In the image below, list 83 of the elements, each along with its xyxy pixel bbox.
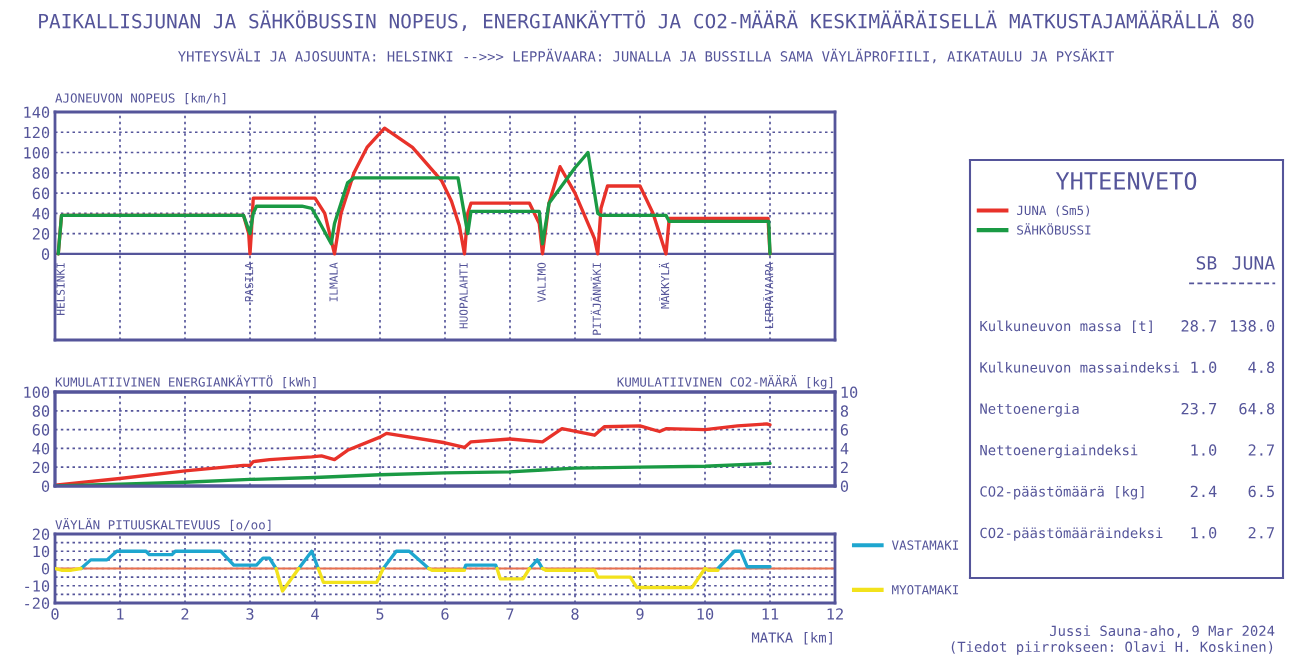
y-tick-label: 120	[24, 126, 50, 139]
annotation: PITÄJÄNMÄKI	[590, 263, 601, 335]
y-tick-label: -10	[25, 580, 50, 592]
legend-label: VASTAMAKI	[891, 540, 959, 550]
y-tick-label: 80	[32, 405, 50, 417]
data-label: 64.8	[1239, 402, 1275, 415]
y2-tick-label: 4	[840, 443, 849, 455]
line-series	[56, 150, 772, 256]
y-tick-label: 0	[41, 563, 50, 575]
category-label: Kulkuneuvon massa [t]	[980, 320, 1152, 333]
line-series	[55, 461, 772, 486]
y2-tick-label: 2	[841, 461, 848, 474]
annotation: ILMALA	[329, 262, 338, 302]
y-tick-label: 20	[32, 228, 50, 240]
x-axis-title: MATKA [km]	[751, 632, 832, 645]
data-label: 1.0	[1191, 444, 1217, 456]
chart-subtitle: YHTEYSVÄLI JA AJOSUUNTA: HELSINKI -->>> LEPPÄVAARA: JUNALLA JA BUSSILLA SAMA VÄYLÄPROFIILI, AIKATAULU JA PYSÄKIT	[178, 48, 1114, 64]
x-tick-label: 7	[506, 608, 514, 620]
annotation: MÄKKYLÄ	[658, 262, 670, 309]
y-axis-title: AJONEUVON NOPEUS [km/h]	[55, 93, 226, 105]
text: JUNA	[1232, 256, 1275, 270]
legend-label: SÄHKÖBUSSI	[1017, 223, 1091, 235]
data-label: 1.0	[1191, 361, 1217, 374]
y-tick-label: 60	[32, 187, 50, 200]
x-tick-label: 10	[697, 608, 714, 620]
y-tick-label: 20	[32, 528, 50, 541]
x-tick-label: 9	[636, 608, 644, 620]
y-tick-label: 10	[33, 545, 50, 558]
data-label: 2.7	[1248, 444, 1275, 456]
legend-label: JUNA (Sm5)	[1017, 205, 1090, 217]
y-tick-label: -20	[25, 597, 50, 610]
x-tick-label: 4	[311, 608, 319, 620]
category-label: Kulkuneuvon massaindeksi	[980, 361, 1180, 373]
data-label: 23.7	[1181, 402, 1217, 415]
data-label: 6.5	[1248, 485, 1274, 498]
chart-title: PAIKALLISJUNAN JA SÄHKÖBUSSIN NOPEUS, ENERGIANKÄYTTÖ JA CO2-MÄÄRÄ KESKIMÄÄRÄISELLÄ MATKUSTAJAMÄÄRÄLLÄ 80	[39, 10, 1254, 31]
y2-tick-label: 8	[840, 405, 849, 417]
x-tick-label: 5	[376, 608, 384, 620]
y2-tick-label: 10	[841, 386, 858, 399]
data-label: 2.7	[1248, 527, 1275, 539]
x-tick-label: 8	[571, 608, 579, 620]
y-tick-label: 0	[41, 248, 50, 260]
data-label: 138.0	[1231, 320, 1275, 332]
y-tick-label: 40	[32, 442, 50, 455]
x-tick-label: 1	[117, 608, 124, 620]
y2-tick-label: 6	[840, 424, 849, 436]
annotation: HUOPALAHTI	[459, 263, 468, 329]
y-tick-label: 140	[24, 106, 50, 119]
y-tick-label: 60	[32, 424, 50, 436]
category-label: CO2-päästömäärä [kg]	[980, 485, 1144, 500]
y2-axis-title: KUMULATIIVINEN CO2-MÄÄRÄ [kg]	[617, 375, 833, 390]
x-tick-label: 3	[246, 608, 254, 620]
y-tick-label: 100	[24, 147, 50, 159]
category-label: Nettoenergia	[980, 403, 1079, 417]
text: YHTEENVETO	[1055, 172, 1197, 190]
category-label: Nettoenergiaindeksi	[980, 444, 1138, 459]
y-tick-label: 20	[32, 461, 50, 474]
y-axis-title: VÄYLÄN PITUUSKALTEVUUS [o/oo]	[55, 517, 271, 531]
y-tick-label: 40	[32, 207, 50, 220]
data-label: 28.7	[1181, 320, 1217, 332]
text: Jussi Sauna-aho, 9 Mar 2024	[1049, 625, 1275, 638]
y-tick-label: 80	[32, 167, 50, 179]
x-tick-label: 0	[51, 608, 59, 620]
x-tick-label: 6	[441, 608, 449, 620]
y2-tick-label: 0	[840, 480, 849, 493]
annotation: VALIMO	[537, 262, 546, 303]
category-label: CO2-päästömääräindeksi	[980, 527, 1163, 541]
x-tick-label: 12	[827, 608, 843, 620]
x-tick-label: 2	[181, 608, 189, 620]
x-tick-label: 11	[762, 608, 779, 620]
data-label: 1.0	[1191, 527, 1217, 539]
y-axis-title: KUMULATIIVINEN ENERGIANKÄYTTÖ [kWh]	[55, 375, 316, 389]
text: SB	[1196, 256, 1217, 270]
line-series	[55, 422, 772, 486]
legend-label: MYOTAMAKI	[892, 585, 959, 595]
y-tick-label: 100	[24, 386, 50, 399]
y-tick-label: 0	[41, 480, 50, 493]
data-label: 2.4	[1190, 485, 1217, 497]
text: (Tiedot piirrokseen: Olavi H. Koskinen)	[951, 641, 1273, 655]
annotation: LEPPÄVAARA	[762, 262, 774, 328]
annotation: HELSINKI	[56, 263, 65, 315]
annotation: PASILA	[244, 262, 254, 302]
data-label: 4.8	[1248, 361, 1275, 374]
